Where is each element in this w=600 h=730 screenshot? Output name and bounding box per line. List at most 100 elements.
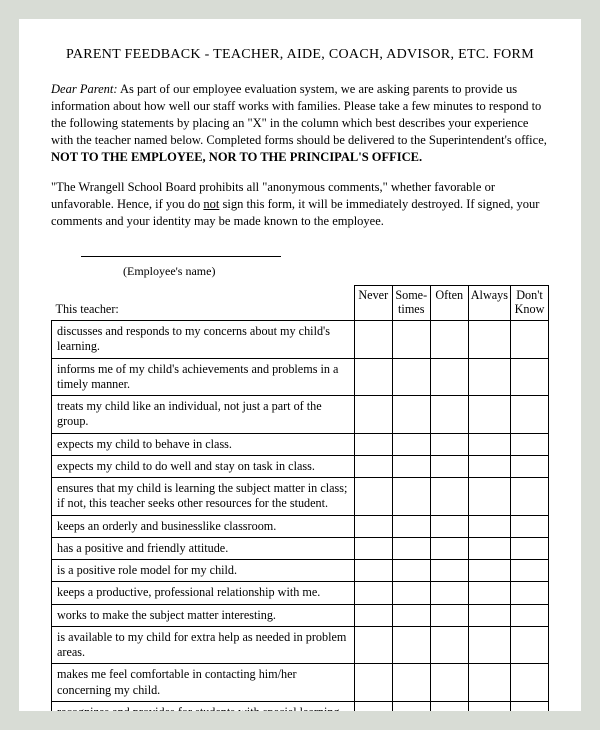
- rating-cell[interactable]: [354, 321, 392, 359]
- rating-cell[interactable]: [511, 358, 549, 396]
- rating-cell[interactable]: [468, 701, 510, 711]
- question-cell: expects my child to behave in class.: [52, 433, 355, 455]
- rating-cell[interactable]: [430, 626, 468, 664]
- intro-text: As part of our employee evaluation syste…: [51, 82, 547, 147]
- table-row: ensures that my child is learning the su…: [52, 478, 549, 516]
- rating-cell[interactable]: [354, 455, 392, 477]
- rating-cell[interactable]: [430, 701, 468, 711]
- lead-header: This teacher:: [52, 286, 355, 321]
- rating-cell[interactable]: [430, 433, 468, 455]
- rating-cell[interactable]: [354, 396, 392, 434]
- rating-cell[interactable]: [511, 396, 549, 434]
- rating-cell[interactable]: [392, 515, 430, 537]
- table-row: is a positive role model for my child.: [52, 560, 549, 582]
- rating-cell[interactable]: [468, 560, 510, 582]
- rating-cell[interactable]: [468, 582, 510, 604]
- rating-cell[interactable]: [392, 537, 430, 559]
- rating-cell[interactable]: [468, 433, 510, 455]
- table-row: keeps a productive, professional relatio…: [52, 582, 549, 604]
- employee-name-line: [51, 244, 549, 262]
- rating-cell[interactable]: [511, 560, 549, 582]
- rating-cell[interactable]: [468, 396, 510, 434]
- rating-cell[interactable]: [354, 433, 392, 455]
- question-cell: makes me feel comfortable in contacting …: [52, 664, 355, 702]
- rating-cell[interactable]: [511, 701, 549, 711]
- employee-name-caption: (Employee's name): [123, 264, 549, 279]
- question-cell: keeps an orderly and businesslike classr…: [52, 515, 355, 537]
- table-row: treats my child like an individual, not …: [52, 396, 549, 434]
- rating-cell[interactable]: [468, 664, 510, 702]
- rating-cell[interactable]: [430, 396, 468, 434]
- rating-cell[interactable]: [430, 604, 468, 626]
- rating-cell[interactable]: [392, 582, 430, 604]
- rating-cell[interactable]: [354, 582, 392, 604]
- rating-cell[interactable]: [468, 515, 510, 537]
- table-row: has a positive and friendly attitude.: [52, 537, 549, 559]
- question-cell: expects my child to do well and stay on …: [52, 455, 355, 477]
- rating-cell[interactable]: [392, 701, 430, 711]
- delivery-warning: NOT TO THE EMPLOYEE, NOR TO THE PRINCIPA…: [51, 150, 422, 164]
- question-cell: is available to my child for extra help …: [52, 626, 355, 664]
- rating-cell[interactable]: [430, 321, 468, 359]
- rating-cell[interactable]: [468, 358, 510, 396]
- rating-cell[interactable]: [392, 455, 430, 477]
- rating-cell[interactable]: [430, 358, 468, 396]
- rating-cell[interactable]: [392, 396, 430, 434]
- rating-cell[interactable]: [354, 626, 392, 664]
- rating-cell[interactable]: [468, 455, 510, 477]
- rating-cell[interactable]: [354, 604, 392, 626]
- table-row: expects my child to behave in class.: [52, 433, 549, 455]
- rating-cell[interactable]: [511, 582, 549, 604]
- rating-cell[interactable]: [430, 478, 468, 516]
- rating-cell[interactable]: [511, 537, 549, 559]
- table-row: informs me of my child's achievements an…: [52, 358, 549, 396]
- rating-cell[interactable]: [511, 515, 549, 537]
- rating-cell[interactable]: [354, 560, 392, 582]
- table-row: keeps an orderly and businesslike classr…: [52, 515, 549, 537]
- table-body: discusses and responds to my concerns ab…: [52, 321, 549, 711]
- employee-name-blank[interactable]: [81, 245, 281, 257]
- rating-cell[interactable]: [392, 626, 430, 664]
- rating-cell[interactable]: [354, 537, 392, 559]
- rating-cell[interactable]: [430, 560, 468, 582]
- rating-cell[interactable]: [468, 626, 510, 664]
- rating-cell[interactable]: [511, 455, 549, 477]
- rating-cell[interactable]: [511, 478, 549, 516]
- feedback-table: This teacher: Never Some-times Often Alw…: [51, 285, 549, 711]
- rating-cell[interactable]: [430, 537, 468, 559]
- col-header: Don't Know: [511, 286, 549, 321]
- policy-paragraph: "The Wrangell School Board prohibits all…: [51, 179, 549, 230]
- rating-cell[interactable]: [430, 582, 468, 604]
- form-title: PARENT FEEDBACK - TEACHER, AIDE, COACH, …: [51, 47, 549, 63]
- policy-underlined: not: [203, 197, 219, 211]
- rating-cell[interactable]: [468, 321, 510, 359]
- rating-cell[interactable]: [354, 515, 392, 537]
- question-cell: has a positive and friendly attitude.: [52, 537, 355, 559]
- form-page: PARENT FEEDBACK - TEACHER, AIDE, COACH, …: [19, 19, 581, 711]
- rating-cell[interactable]: [468, 478, 510, 516]
- table-row: is available to my child for extra help …: [52, 626, 549, 664]
- rating-cell[interactable]: [392, 560, 430, 582]
- rating-cell[interactable]: [511, 321, 549, 359]
- rating-cell[interactable]: [354, 358, 392, 396]
- rating-cell[interactable]: [430, 664, 468, 702]
- rating-cell[interactable]: [354, 664, 392, 702]
- rating-cell[interactable]: [354, 478, 392, 516]
- rating-cell[interactable]: [430, 455, 468, 477]
- rating-cell[interactable]: [392, 604, 430, 626]
- rating-cell[interactable]: [468, 537, 510, 559]
- rating-cell[interactable]: [392, 433, 430, 455]
- rating-cell[interactable]: [392, 664, 430, 702]
- rating-cell[interactable]: [392, 358, 430, 396]
- rating-cell[interactable]: [468, 604, 510, 626]
- rating-cell[interactable]: [430, 515, 468, 537]
- rating-cell[interactable]: [511, 626, 549, 664]
- question-cell: is a positive role model for my child.: [52, 560, 355, 582]
- rating-cell[interactable]: [511, 664, 549, 702]
- rating-cell[interactable]: [392, 478, 430, 516]
- rating-cell[interactable]: [511, 604, 549, 626]
- table-row: recognizes and provides for students wit…: [52, 701, 549, 711]
- rating-cell[interactable]: [392, 321, 430, 359]
- rating-cell[interactable]: [354, 701, 392, 711]
- rating-cell[interactable]: [511, 433, 549, 455]
